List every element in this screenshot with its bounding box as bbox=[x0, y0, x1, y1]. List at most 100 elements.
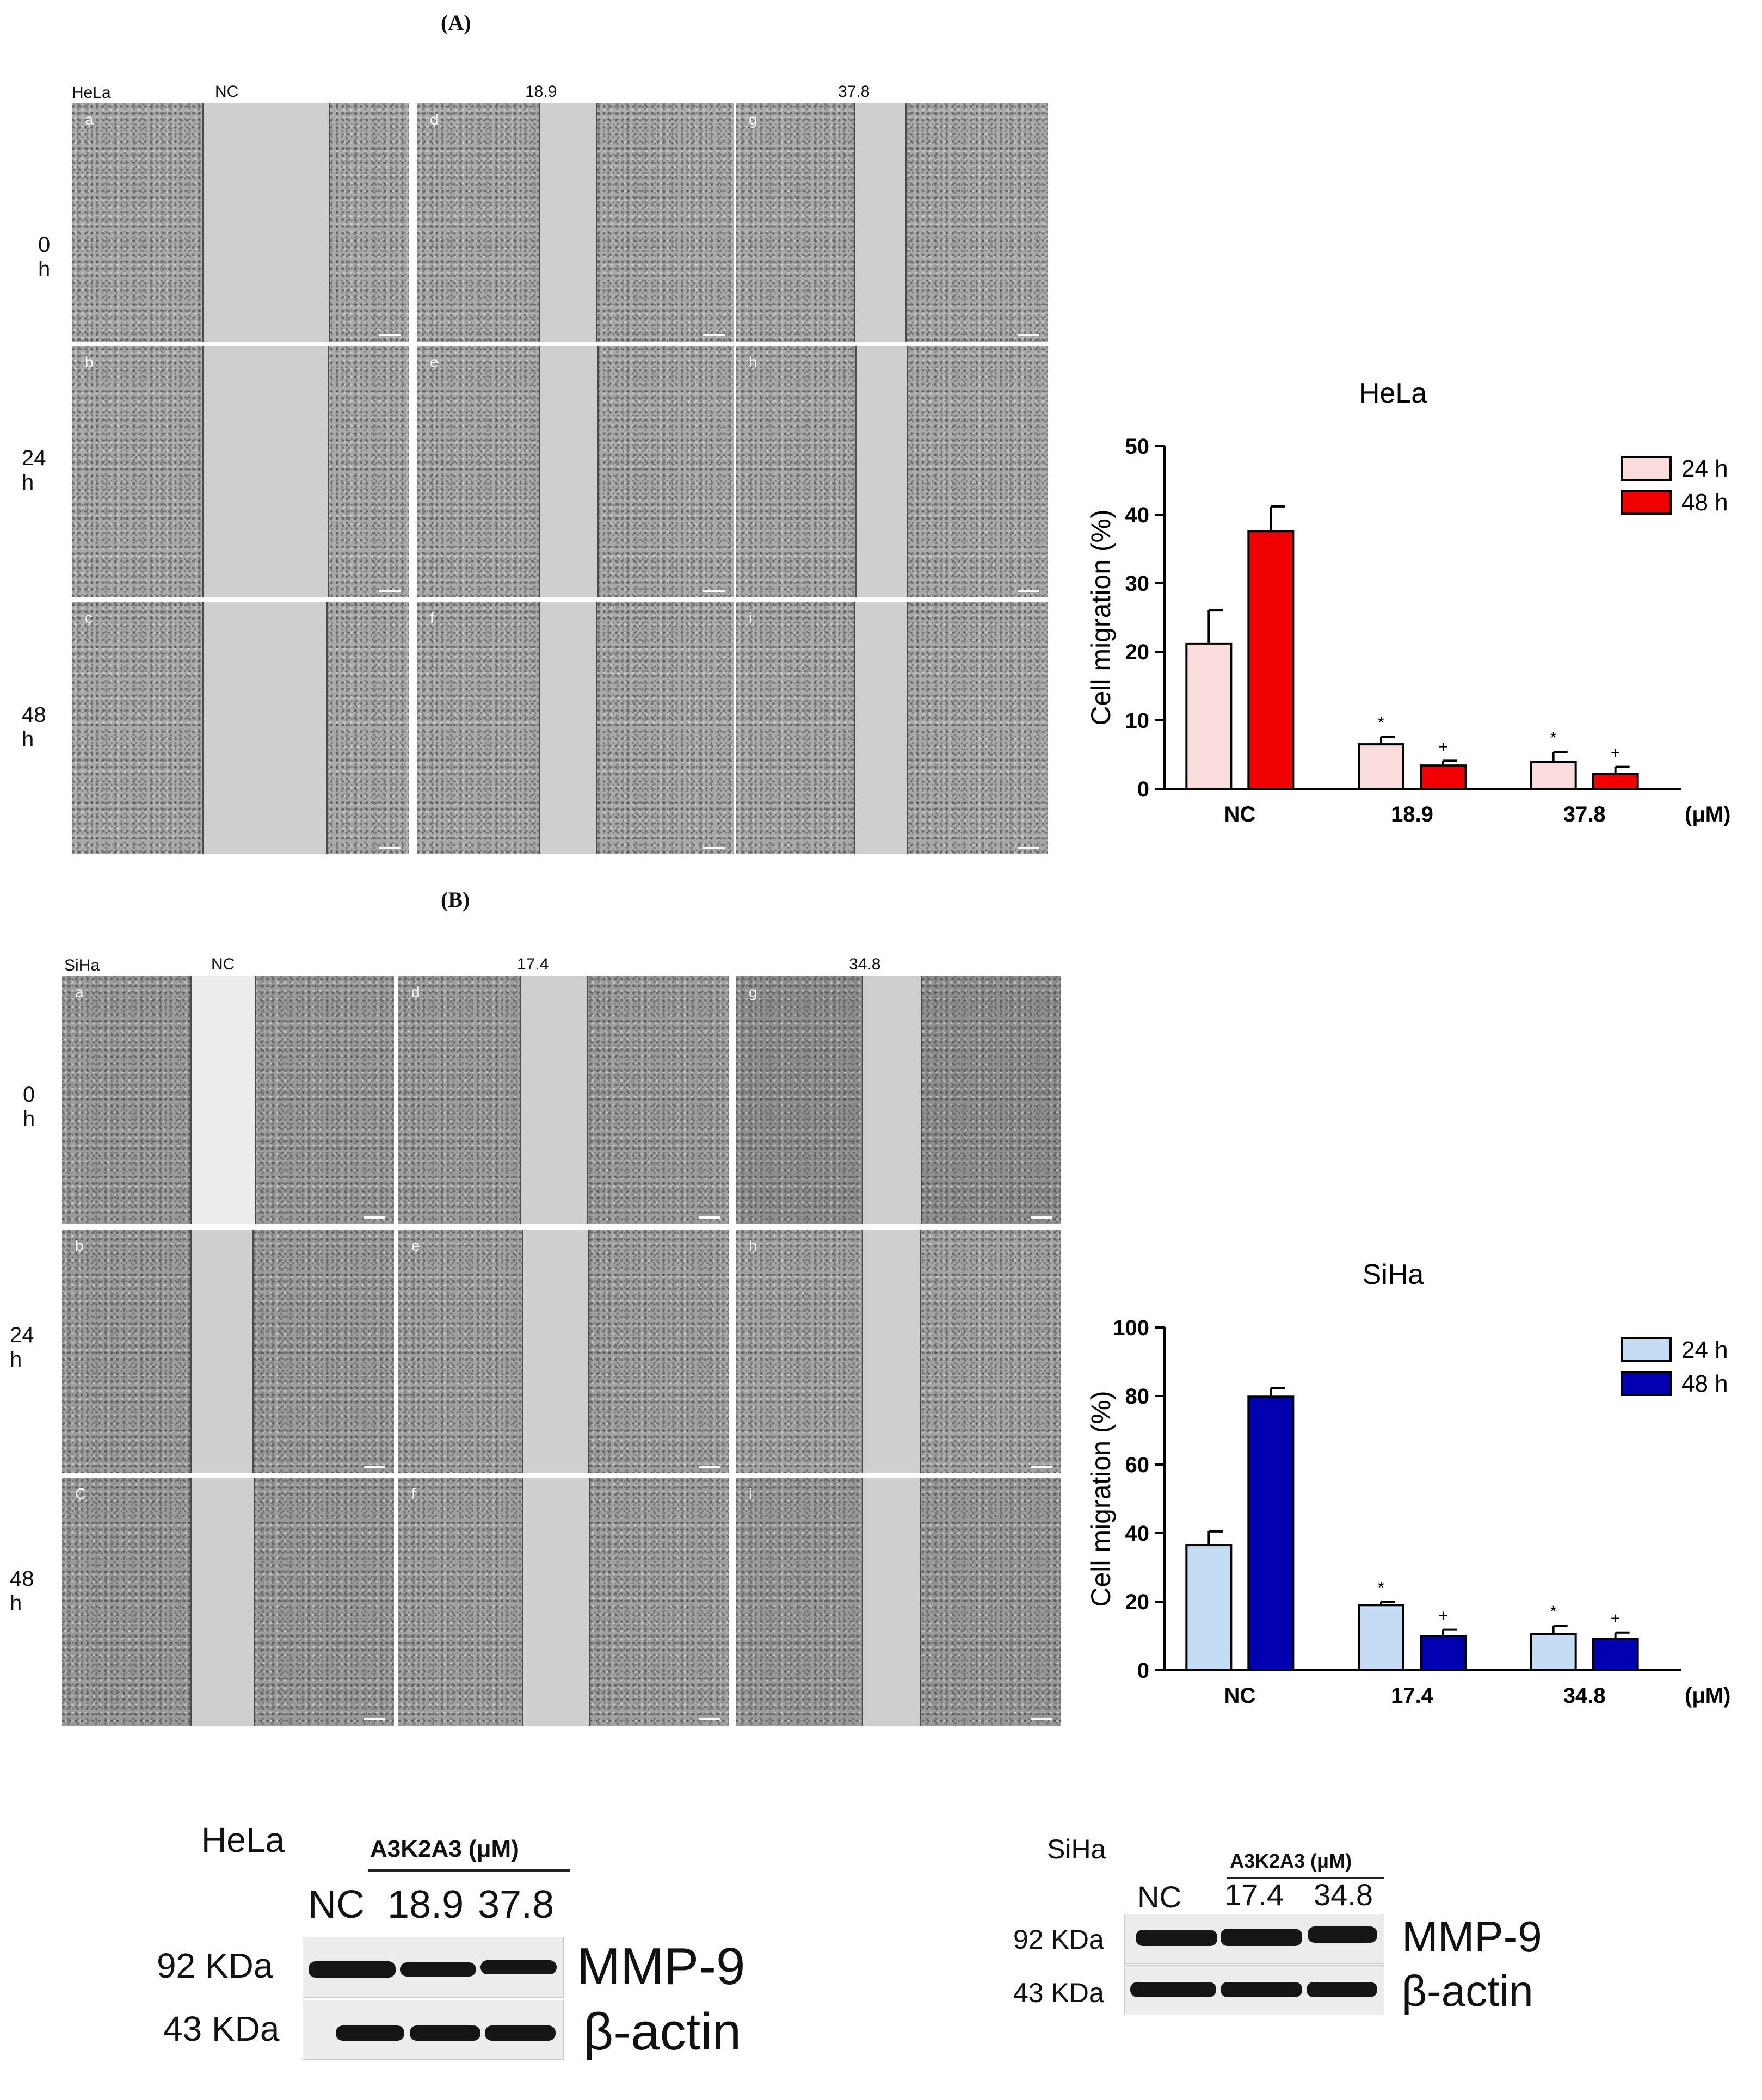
siha-wb-lane-nc: NC bbox=[1137, 1880, 1181, 1914]
siha-y-tick-label-2: 40 bbox=[1125, 1522, 1150, 1546]
hela-y-tick-label-3: 30 bbox=[1125, 572, 1150, 596]
siha-bar-0-2 bbox=[1530, 1633, 1577, 1671]
hela-bar-1-1 bbox=[1420, 764, 1467, 790]
siha-micrograph-c: C bbox=[62, 1478, 394, 1726]
hela-legend-label-0: 24 h bbox=[1681, 455, 1728, 482]
siha-legend-label-1: 48 h bbox=[1681, 1370, 1728, 1397]
siha-micrograph-e: e bbox=[398, 1230, 729, 1473]
hela-col-nc: NC bbox=[215, 83, 239, 101]
hela-wb-size-43: 43 KDa bbox=[163, 2009, 280, 2048]
siha-row-0h: 0 h bbox=[23, 1083, 35, 1131]
siha-micrograph-g: g bbox=[736, 976, 1061, 1224]
hela-wb-lane-37-8: 37.8 bbox=[478, 1883, 555, 1926]
siha-wb-protein-mmp9: MMP-9 bbox=[1402, 1912, 1542, 1961]
hela-y-tick-label-4: 40 bbox=[1125, 503, 1150, 527]
hela-bar-1-2 bbox=[1592, 773, 1639, 790]
hela-micrograph-e: e bbox=[417, 346, 734, 597]
hela-wb-cell-label: HeLa bbox=[201, 1820, 285, 1860]
siha-wb-actin-membrane bbox=[1124, 1965, 1384, 2015]
siha-y-tick-label-3: 60 bbox=[1125, 1453, 1150, 1477]
hela-wb-actin-membrane bbox=[303, 2000, 564, 2060]
hela-micrograph-b: b bbox=[72, 346, 409, 597]
hela-micrograph-i: i bbox=[736, 602, 1048, 854]
hela-x-tick-label-0: NC bbox=[1224, 802, 1255, 826]
hela-wb-lane-18-9: 18.9 bbox=[387, 1883, 464, 1926]
siha-legend-swatch-1 bbox=[1621, 1371, 1672, 1396]
siha-x-tick-label-0: NC bbox=[1224, 1684, 1255, 1708]
siha-migration-chart: SiHa 0 20 40 60 80 100 Cell migration (%) NC 17.4… bbox=[1086, 1259, 1730, 1708]
hela-bar-0-1 bbox=[1358, 743, 1404, 790]
siha-x-tick-label-2: 34.8 bbox=[1563, 1684, 1606, 1708]
siha-row-48h: 48 h bbox=[10, 1567, 34, 1615]
hela-mmp9-band-18-9 bbox=[400, 1962, 476, 1977]
siha-actin-band-34-8 bbox=[1307, 1982, 1377, 1997]
siha-y-axis-label: Cell migration (%) bbox=[1086, 1391, 1116, 1607]
hela-actin-band-18-9 bbox=[410, 2025, 480, 2041]
siha-bar-0-1 bbox=[1358, 1604, 1404, 1671]
hela-y-tick-label-0: 0 bbox=[1137, 777, 1149, 801]
siha-bar-1-1 bbox=[1420, 1635, 1467, 1671]
hela-sig-mark-1-1: + bbox=[1438, 738, 1448, 756]
hela-legend-swatch-1 bbox=[1621, 490, 1672, 515]
hela-micrograph-a: a bbox=[72, 103, 409, 342]
siha-row-24h: 24 h bbox=[10, 1323, 34, 1372]
siha-y-tick-label-5: 100 bbox=[1113, 1316, 1149, 1340]
hela-chart-title: HeLa bbox=[1359, 378, 1427, 409]
siha-wb-treatment-label: A3K2A3 (μM) bbox=[1230, 1850, 1352, 1872]
siha-bar-0-0 bbox=[1185, 1544, 1233, 1671]
siha-wb-size-92: 92 KDa bbox=[1013, 1924, 1104, 1955]
siha-wb-protein-actin: β-actin bbox=[1402, 1967, 1533, 2015]
hela-grid-cell-label: HeLa bbox=[72, 84, 111, 102]
hela-mmp9-band-nc bbox=[309, 1961, 396, 1978]
siha-mmp9-band-nc bbox=[1136, 1930, 1217, 1946]
siha-y-tick-label-0: 0 bbox=[1137, 1659, 1149, 1683]
hela-wb-lane-nc: NC bbox=[308, 1883, 365, 1926]
hela-sig-mark-1-2: + bbox=[1611, 744, 1621, 762]
siha-wb-mmp9-membrane bbox=[1124, 1914, 1384, 1964]
siha-sig-mark-1-2: + bbox=[1611, 1610, 1621, 1628]
hela-bar-0-0 bbox=[1185, 642, 1233, 790]
hela-micrograph-c: c bbox=[72, 602, 409, 854]
hela-y-tick-label-1: 10 bbox=[1125, 709, 1150, 733]
siha-micrograph-h: h bbox=[736, 1230, 1061, 1473]
hela-row-0h: 0 h bbox=[38, 233, 51, 281]
siha-micrograph-i: i bbox=[736, 1478, 1061, 1726]
siha-y-tick-label-1: 20 bbox=[1125, 1590, 1150, 1614]
hela-legend-swatch-0 bbox=[1621, 456, 1672, 481]
siha-sig-mark-0-2: * bbox=[1550, 1603, 1557, 1621]
siha-legend-swatch-0 bbox=[1621, 1337, 1672, 1362]
siha-bar-1-0 bbox=[1247, 1395, 1295, 1671]
hela-legend-label-1: 48 h bbox=[1681, 489, 1728, 516]
siha-wb-lane-34-8: 34.8 bbox=[1314, 1877, 1373, 1912]
siha-wb-lane-17-4: 17.4 bbox=[1224, 1877, 1284, 1912]
siha-x-tick-label-1: 17.4 bbox=[1391, 1684, 1434, 1708]
siha-sig-mark-1-1: + bbox=[1438, 1607, 1448, 1625]
siha-mmp9-band-17-4 bbox=[1221, 1929, 1302, 1946]
hela-mmp9-band-37-8 bbox=[480, 1960, 557, 1974]
hela-migration-chart: HeLa 0 10 20 30 40 50 Cell migration (%) NC 18.9 *… bbox=[1086, 378, 1730, 826]
hela-y-tick-label-2: 20 bbox=[1125, 640, 1150, 664]
hela-micrograph-f: f bbox=[417, 602, 734, 854]
hela-y-axis-label: Cell migration (%) bbox=[1086, 509, 1116, 725]
hela-micrograph-d: d bbox=[417, 103, 734, 342]
hela-row-48h: 48 h bbox=[22, 703, 46, 751]
hela-micrograph-h: h bbox=[736, 346, 1048, 597]
siha-micrograph-a: a bbox=[62, 976, 394, 1224]
hela-x-tick-label-1: 18.9 bbox=[1391, 802, 1433, 826]
hela-sig-mark-0-1: * bbox=[1378, 714, 1384, 732]
siha-actin-band-nc bbox=[1130, 1982, 1216, 1997]
hela-wb-mmp9-membrane bbox=[303, 1937, 564, 1998]
siha-micrograph-d: d bbox=[398, 976, 729, 1224]
hela-wb-size-92: 92 KDa bbox=[157, 1946, 273, 1985]
panel-label-a: (A) bbox=[441, 10, 471, 35]
hela-wb-protein-mmp9: MMP-9 bbox=[577, 1937, 746, 1996]
siha-wb-cell-label: SiHa bbox=[1047, 1834, 1106, 1864]
hela-actin-band-37-8 bbox=[485, 2025, 556, 2041]
hela-y-tick-label-5: 50 bbox=[1125, 435, 1150, 459]
siha-x-unit-label: (μM) bbox=[1685, 1684, 1730, 1708]
panel-label-b: (B) bbox=[441, 887, 470, 912]
siha-sig-mark-0-1: * bbox=[1378, 1579, 1384, 1597]
hela-wb-protein-actin: β-actin bbox=[583, 2003, 741, 2061]
siha-y-tick-label-4: 80 bbox=[1125, 1385, 1150, 1409]
hela-x-tick-label-2: 37.8 bbox=[1563, 802, 1606, 826]
